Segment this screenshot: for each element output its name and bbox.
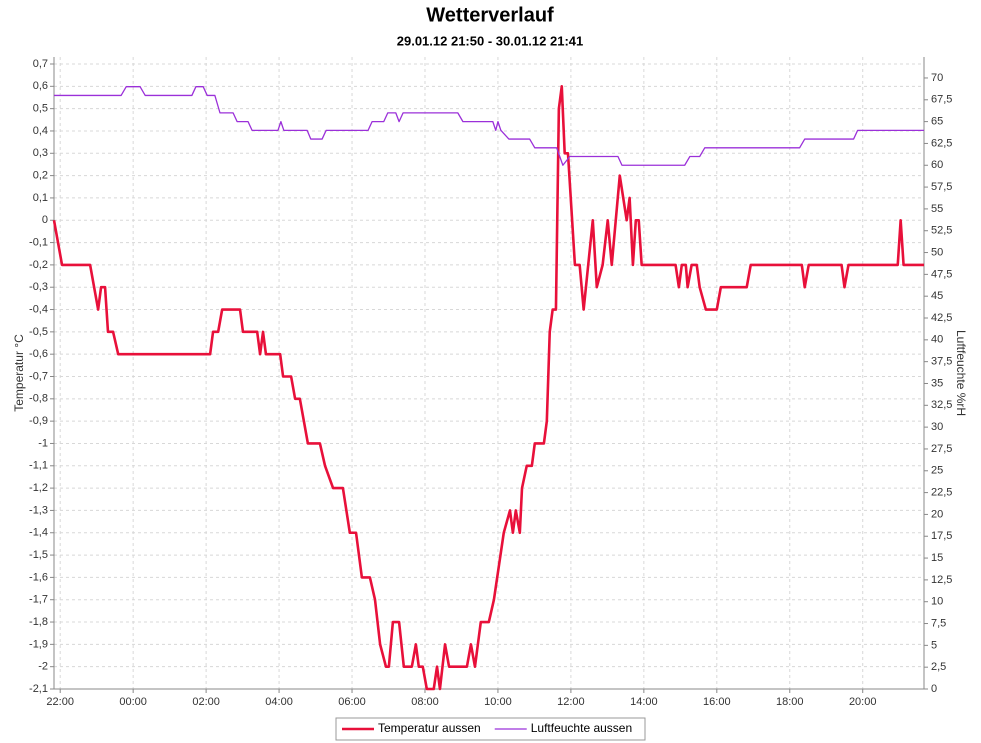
y-tick-label: -0,7 (29, 370, 48, 382)
x-tick-label: 02:00 (192, 696, 220, 708)
x-tick-label: 06:00 (338, 696, 366, 708)
y-tick-label: 0,2 (33, 170, 48, 182)
legend-label: Luftfeuchte aussen (531, 721, 632, 735)
y-tick-label: -0,4 (29, 303, 48, 315)
y-tick-label: 0,6 (33, 80, 48, 92)
y2-tick-label: 50 (931, 246, 943, 258)
y2-tick-label: 60 (931, 159, 943, 171)
y-tick-label: -0,8 (29, 393, 48, 405)
y-tick-label: 0,5 (33, 103, 48, 115)
x-tick-label: 18:00 (776, 696, 804, 708)
y2-tick-label: 30 (931, 421, 943, 433)
y-tick-label: -1,2 (29, 482, 48, 494)
y-axis-label: Temperatur °C (12, 334, 26, 412)
x-tick-label: 08:00 (411, 696, 439, 708)
y2-tick-label: 35 (931, 377, 943, 389)
y-tick-label: -0,1 (29, 236, 48, 248)
y2-tick-label: 25 (931, 465, 943, 477)
y-tick-label: 0,7 (33, 58, 48, 70)
y2-tick-label: 52,5 (931, 225, 952, 237)
y-tick-label: -1,5 (29, 549, 48, 561)
y2-tick-label: 40 (931, 334, 943, 346)
y-tick-label: -1,9 (29, 638, 48, 650)
y2-tick-label: 57,5 (931, 181, 952, 193)
y-tick-label: -0,9 (29, 415, 48, 427)
x-tick-label: 12:00 (557, 696, 585, 708)
y2-tick-label: 32,5 (931, 399, 952, 411)
y2-tick-label: 37,5 (931, 356, 952, 368)
x-tick-label: 16:00 (703, 696, 731, 708)
y2-tick-label: 20 (931, 508, 943, 520)
y-tick-label: 0,3 (33, 147, 48, 159)
data-line (54, 86, 924, 166)
x-tick-label: 00:00 (119, 696, 147, 708)
y2-tick-label: 12,5 (931, 574, 952, 586)
y-tick-label: -1,6 (29, 571, 48, 583)
y-tick-label: 0,1 (33, 192, 48, 204)
y2-tick-label: 22,5 (931, 487, 952, 499)
y2-tick-label: 5 (931, 639, 937, 651)
y-tick-label: -0,2 (29, 259, 48, 271)
y-tick-label: -2 (38, 661, 48, 673)
y2-tick-label: 70 (931, 72, 943, 84)
y-tick-label: -1 (38, 437, 48, 449)
y-tick-label: 0 (42, 214, 48, 226)
y-tick-label: 0,4 (33, 125, 48, 137)
y-tick-label: -1,4 (29, 527, 48, 539)
y2-tick-label: 27,5 (931, 443, 952, 455)
x-tick-label: 10:00 (484, 696, 512, 708)
y-tick-label: -1,8 (29, 616, 48, 628)
y2-tick-label: 0 (931, 683, 937, 695)
chart-title: Wetterverlauf (426, 4, 554, 26)
data-line (52, 85, 924, 691)
y2-tick-label: 65 (931, 116, 943, 128)
y-tick-label: -1,3 (29, 504, 48, 516)
y2-tick-label: 2,5 (931, 661, 946, 673)
x-tick-label: 20:00 (849, 696, 877, 708)
y2-tick-label: 10 (931, 596, 943, 608)
y2-axis-label: Luftfeuchte %rH (954, 330, 968, 416)
legend-box (335, 717, 646, 741)
y2-tick-label: 55 (931, 203, 943, 215)
y2-tick-label: 62,5 (931, 137, 952, 149)
x-tick-label: 22:00 (46, 696, 74, 708)
y-tick-label: -0,6 (29, 348, 48, 360)
y-tick-label: -2,1 (29, 683, 48, 695)
y2-tick-label: 45 (931, 290, 943, 302)
y2-tick-label: 17,5 (931, 530, 952, 542)
y2-tick-label: 47,5 (931, 268, 952, 280)
y2-tick-label: 15 (931, 552, 943, 564)
x-tick-label: 14:00 (630, 696, 658, 708)
x-tick-label: 04:00 (265, 696, 293, 708)
y2-tick-label: 7,5 (931, 617, 946, 629)
y2-tick-label: 42,5 (931, 312, 952, 324)
y-tick-label: -0,5 (29, 326, 48, 338)
y-tick-label: -1,7 (29, 594, 48, 606)
legend-label: Temperatur aussen (378, 721, 481, 735)
y-tick-label: -0,3 (29, 281, 48, 293)
chart-subtitle: 29.01.12 21:50 - 30.01.12 21:41 (397, 33, 583, 48)
y2-tick-label: 67,5 (931, 94, 952, 106)
y-tick-label: -1,1 (29, 460, 48, 472)
